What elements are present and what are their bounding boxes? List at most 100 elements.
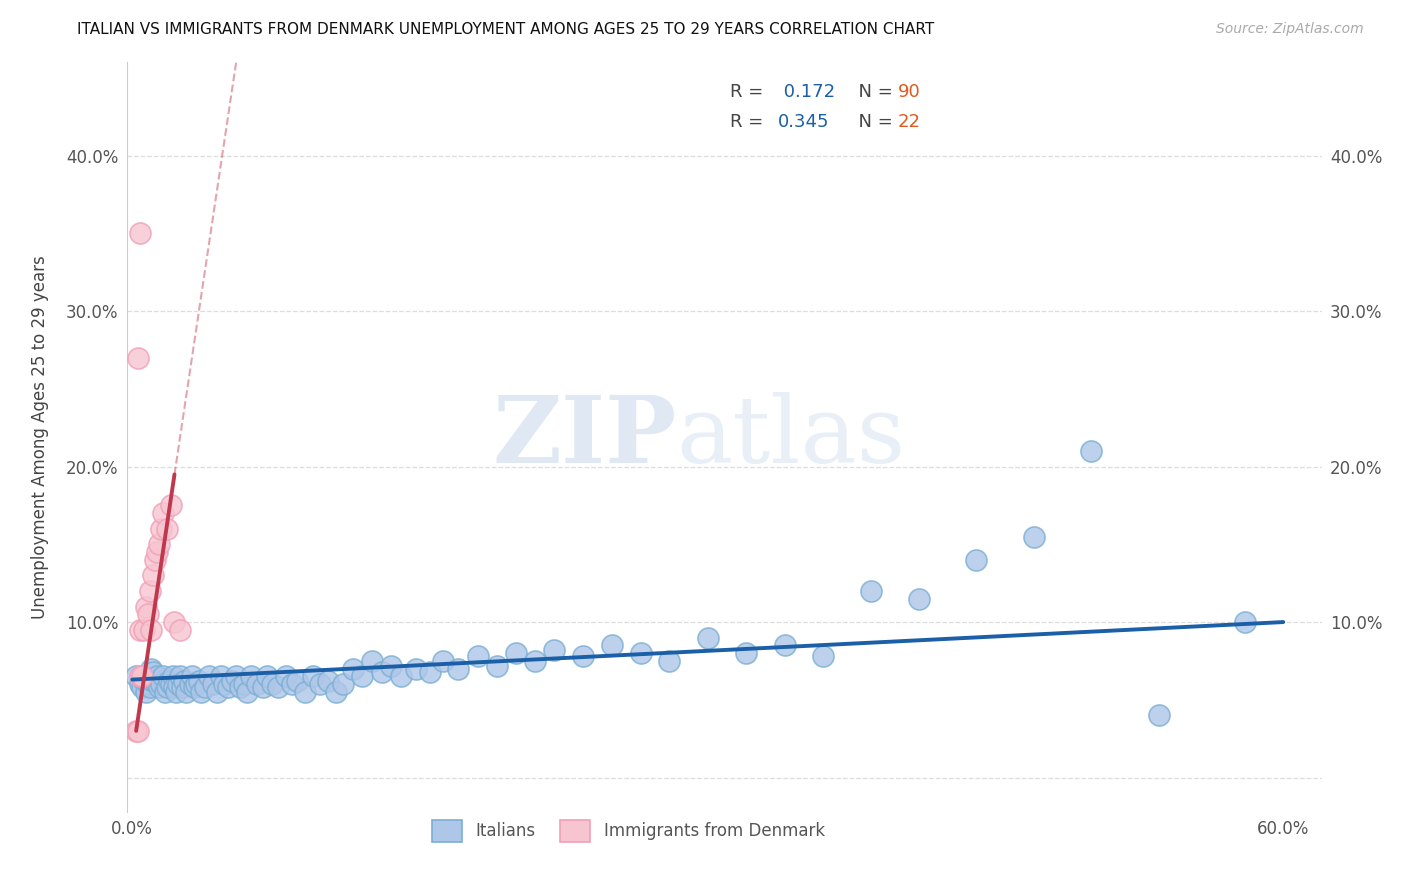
Point xyxy=(156,522,179,536)
Point xyxy=(135,685,157,699)
Point xyxy=(127,723,149,738)
Point xyxy=(859,584,882,599)
Point xyxy=(190,685,212,699)
Text: Source: ZipAtlas.com: Source: ZipAtlas.com xyxy=(1216,22,1364,37)
Point xyxy=(389,669,412,683)
Point xyxy=(157,674,180,689)
Point xyxy=(309,677,332,691)
Point xyxy=(447,662,470,676)
Point xyxy=(332,677,354,691)
Point xyxy=(148,537,170,551)
Point xyxy=(209,669,232,683)
Point xyxy=(232,677,254,691)
Text: ITALIAN VS IMMIGRANTS FROM DENMARK UNEMPLOYMENT AMONG AGES 25 TO 29 YEARS CORREL: ITALIAN VS IMMIGRANTS FROM DENMARK UNEMP… xyxy=(77,22,935,37)
Point xyxy=(380,658,402,673)
Point xyxy=(630,646,652,660)
Point xyxy=(965,553,987,567)
Point xyxy=(131,681,153,695)
Text: 90: 90 xyxy=(897,84,920,102)
Text: N =: N = xyxy=(848,112,898,130)
Point xyxy=(183,681,205,695)
Point xyxy=(159,499,181,513)
Text: atlas: atlas xyxy=(676,392,905,482)
Point xyxy=(294,685,316,699)
Point xyxy=(179,677,201,691)
Point xyxy=(169,623,191,637)
Point xyxy=(152,669,174,683)
Point xyxy=(129,623,152,637)
Point xyxy=(274,669,297,683)
Point xyxy=(167,677,190,691)
Point xyxy=(505,646,527,660)
Point xyxy=(132,623,155,637)
Point xyxy=(342,662,364,676)
Point xyxy=(143,553,166,567)
Point xyxy=(240,669,263,683)
Point xyxy=(125,723,148,738)
Point xyxy=(214,677,236,691)
Point xyxy=(174,685,197,699)
Point xyxy=(152,506,174,520)
Point xyxy=(148,681,170,695)
Point xyxy=(1233,615,1256,629)
Point xyxy=(405,662,427,676)
Point xyxy=(252,681,274,695)
Point xyxy=(658,654,681,668)
Point xyxy=(907,591,929,606)
Point xyxy=(141,623,163,637)
Point xyxy=(301,669,323,683)
Point xyxy=(136,677,159,691)
Point xyxy=(256,669,278,683)
Point xyxy=(316,674,339,689)
Point xyxy=(132,674,155,689)
Point xyxy=(217,681,239,695)
Point xyxy=(352,669,374,683)
Point xyxy=(228,681,250,695)
Point xyxy=(129,677,152,691)
Point xyxy=(163,615,186,629)
Point xyxy=(153,685,176,699)
Point xyxy=(236,685,259,699)
Point xyxy=(131,669,153,683)
Point xyxy=(262,677,284,691)
Point xyxy=(467,649,489,664)
Point xyxy=(361,654,384,668)
Point xyxy=(600,639,623,653)
Point xyxy=(225,669,247,683)
Point xyxy=(150,522,173,536)
Point xyxy=(129,669,152,683)
Point xyxy=(325,685,347,699)
Point xyxy=(267,681,290,695)
Point xyxy=(280,677,302,691)
Point xyxy=(485,658,508,673)
Point xyxy=(163,681,186,695)
Point xyxy=(201,677,224,691)
Point xyxy=(184,677,207,691)
Point xyxy=(1147,708,1170,723)
Point xyxy=(150,677,173,691)
Point xyxy=(129,227,152,241)
Point xyxy=(188,674,211,689)
Point xyxy=(370,665,392,679)
Point xyxy=(141,662,163,676)
Point xyxy=(173,674,195,689)
Point xyxy=(146,669,169,683)
Text: 22: 22 xyxy=(897,112,921,130)
Text: 0.345: 0.345 xyxy=(778,112,830,130)
Point xyxy=(135,599,157,614)
Point xyxy=(146,545,169,559)
Point xyxy=(125,669,148,683)
Point xyxy=(138,584,160,599)
Text: R =: R = xyxy=(730,112,769,130)
Point xyxy=(162,669,184,683)
Point xyxy=(773,639,796,653)
Point xyxy=(180,669,202,683)
Point xyxy=(194,681,217,695)
Y-axis label: Unemployment Among Ages 25 to 29 years: Unemployment Among Ages 25 to 29 years xyxy=(31,255,49,619)
Text: N =: N = xyxy=(848,84,898,102)
Point xyxy=(172,681,194,695)
Point xyxy=(142,568,165,582)
Point xyxy=(696,631,718,645)
Point xyxy=(169,669,191,683)
Point xyxy=(524,654,547,668)
